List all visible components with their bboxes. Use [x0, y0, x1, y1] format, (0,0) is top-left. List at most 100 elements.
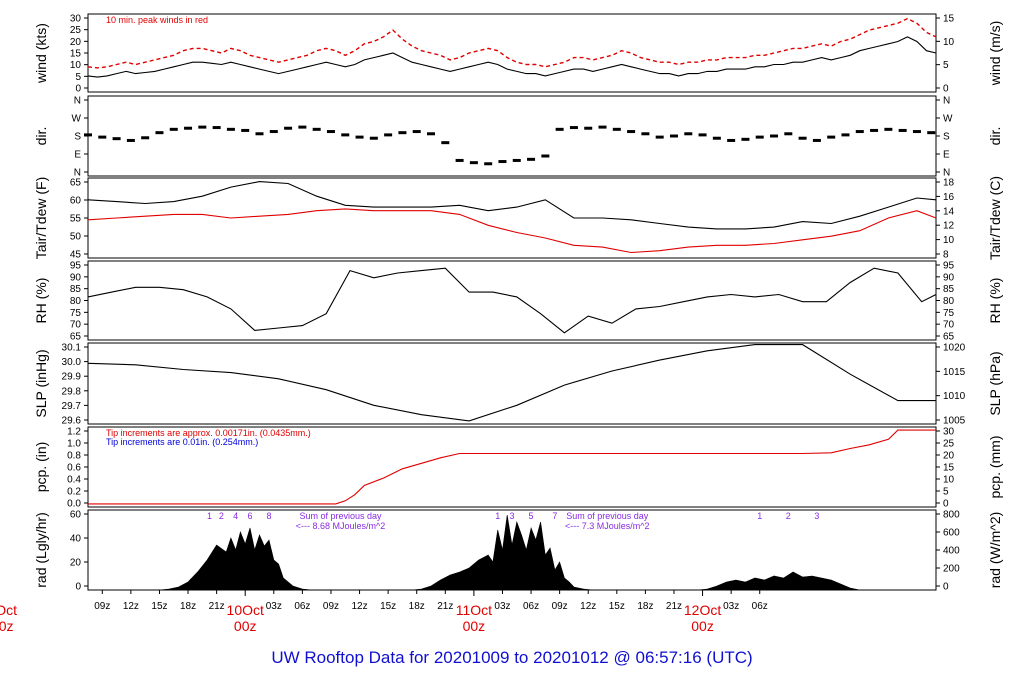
x-tick-label: 15z [380, 601, 396, 612]
tick-label-right-pcp: 0 [943, 499, 949, 510]
panel-frame-dir [87, 95, 937, 177]
sky-cover-mark: 2 [219, 511, 224, 521]
tick-label-right-wind: 0 [943, 84, 949, 95]
sky-cover-mark: 1 [495, 511, 500, 521]
day-sub-label: 00z [691, 618, 714, 634]
caption-prefix: UW Rooftop Data for [271, 648, 430, 667]
caption-to: to [514, 648, 529, 667]
series-line-pcp-0 [88, 429, 936, 505]
tick-label-left-pcp: 0.6 [67, 463, 81, 474]
tick-label-left-temp: 65 [70, 178, 82, 189]
tick-label-right-temp: 12 [943, 221, 955, 232]
x-tick-label: 09z [323, 601, 339, 612]
day-sub-label: 00z [234, 618, 257, 634]
tick-label-left-rh: 90 [70, 272, 82, 283]
tick-label-right-temp: 18 [943, 178, 955, 189]
tick-label-right-temp: 16 [943, 192, 955, 203]
x-tick-label: 21z [666, 601, 682, 612]
tick-label-right-rad: 600 [943, 528, 960, 539]
axis-title-left-rad: rad (Lgly/hr) [33, 512, 49, 587]
panel-frame-wind [87, 13, 937, 93]
tick-label-left-rad: 20 [70, 558, 82, 569]
pcp-note-red: Tip increments are approx. 0.00171in. (0… [106, 428, 311, 438]
tick-label-left-wind: 0 [75, 84, 81, 95]
axis-title-left-pcp: pcp. (in) [33, 442, 49, 493]
tick-label-left-dir: N [74, 168, 81, 179]
tick-label-left-slp: 29.7 [62, 401, 82, 412]
tick-label-right-temp: 10 [943, 235, 955, 246]
tick-label-right-wind: 10 [943, 37, 955, 48]
x-tick-label: 12z [351, 601, 367, 612]
sky-cover-mark: 3 [509, 511, 514, 521]
axis-title-left-slp: SLP (inHg) [33, 349, 49, 417]
tick-label-left-pcp: 0.8 [67, 451, 81, 462]
tick-label-right-dir: E [943, 150, 950, 161]
tick-label-left-slp: 29.6 [62, 416, 82, 427]
day-label: 12Oct [684, 602, 721, 618]
x-tick-label: 12z [123, 601, 139, 612]
tick-label-left-dir: S [74, 132, 81, 143]
tick-label-right-rad: 200 [943, 564, 960, 575]
day-label: 10Oct [227, 602, 264, 618]
tick-label-right-rh: 80 [943, 296, 955, 307]
tick-label-left-slp: 30.0 [62, 357, 82, 368]
tick-label-left-temp: 55 [70, 214, 82, 225]
tick-label-left-rh: 85 [70, 284, 82, 295]
sky-cover-mark: 5 [529, 511, 534, 521]
tick-label-right-rad: 800 [943, 510, 960, 521]
day-sub-label: 00z [463, 618, 486, 634]
tick-label-right-rad: 400 [943, 546, 960, 557]
tick-label-left-pcp: 1.0 [67, 439, 81, 450]
sky-cover-mark: 2 [786, 511, 791, 521]
x-tick-label: 09z [552, 601, 568, 612]
series-line-temp-0 [87, 181, 937, 230]
caption-zone: (UTC) [706, 648, 753, 667]
panel-frame-slp [87, 342, 937, 425]
tick-label-left-dir: E [74, 150, 81, 161]
tick-label-left-pcp: 0.0 [67, 499, 81, 510]
day-label: 11Oct [456, 602, 492, 618]
x-tick-label: 18z [637, 601, 653, 612]
tick-label-left-pcp: 1.2 [67, 427, 81, 438]
tick-label-right-slp: 1010 [943, 391, 966, 402]
tick-label-right-pcp: 5 [943, 487, 949, 498]
x-tick-label: 21z [209, 601, 225, 612]
tick-label-left-rh: 70 [70, 320, 82, 331]
series-line-rh-0 [87, 267, 937, 334]
axis-title-left-temp: Tair/Tdew (F) [33, 177, 49, 259]
tick-label-left-rad: 0 [75, 582, 81, 593]
tick-label-right-pcp: 20 [943, 451, 955, 462]
radiation-area [159, 514, 860, 591]
tick-label-left-wind: 5 [75, 72, 81, 83]
axis-title-right-dir: dir. [987, 127, 1003, 146]
figure-caption: UW Rooftop Data for 20201009 to 20201012… [0, 648, 1024, 668]
tick-label-left-slp: 29.8 [62, 386, 82, 397]
tick-label-right-wind: 15 [943, 14, 955, 25]
caption-start-date: 20201009 [433, 648, 510, 667]
tick-label-right-temp: 14 [943, 206, 955, 217]
tick-label-right-rh: 75 [943, 308, 955, 319]
axis-title-right-wind: wind (m/s) [987, 21, 1003, 87]
tick-label-right-slp: 1015 [943, 367, 966, 378]
tick-label-left-rad: 40 [70, 534, 82, 545]
daily-sum-value: <--- 7.3 MJoules/m^2 [565, 521, 650, 531]
panel-frame-temp [87, 177, 937, 259]
caption-end-date: 20201012 [533, 648, 609, 667]
tick-label-left-rh: 75 [70, 308, 82, 319]
tick-label-right-pcp: 15 [943, 463, 955, 474]
tick-label-right-pcp: 25 [943, 439, 955, 450]
tick-label-right-rh: 85 [943, 284, 955, 295]
tick-label-left-pcp: 0.4 [67, 475, 81, 486]
sky-cover-mark: 8 [267, 511, 272, 521]
x-tick-label: 03z [494, 601, 510, 612]
sky-cover-mark: 1 [757, 511, 762, 521]
tick-label-left-rh: 95 [70, 261, 82, 272]
tick-label-right-dir: N [943, 96, 950, 107]
daily-sum-label: Sum of previous day [566, 511, 649, 521]
x-tick-label: 18z [409, 601, 425, 612]
x-tick-label: 15z [151, 601, 167, 612]
daily-sum-label: Sum of previous day [299, 511, 382, 521]
axis-title-right-rh: RH (%) [987, 278, 1003, 324]
series-line-wind-0 [87, 36, 937, 78]
